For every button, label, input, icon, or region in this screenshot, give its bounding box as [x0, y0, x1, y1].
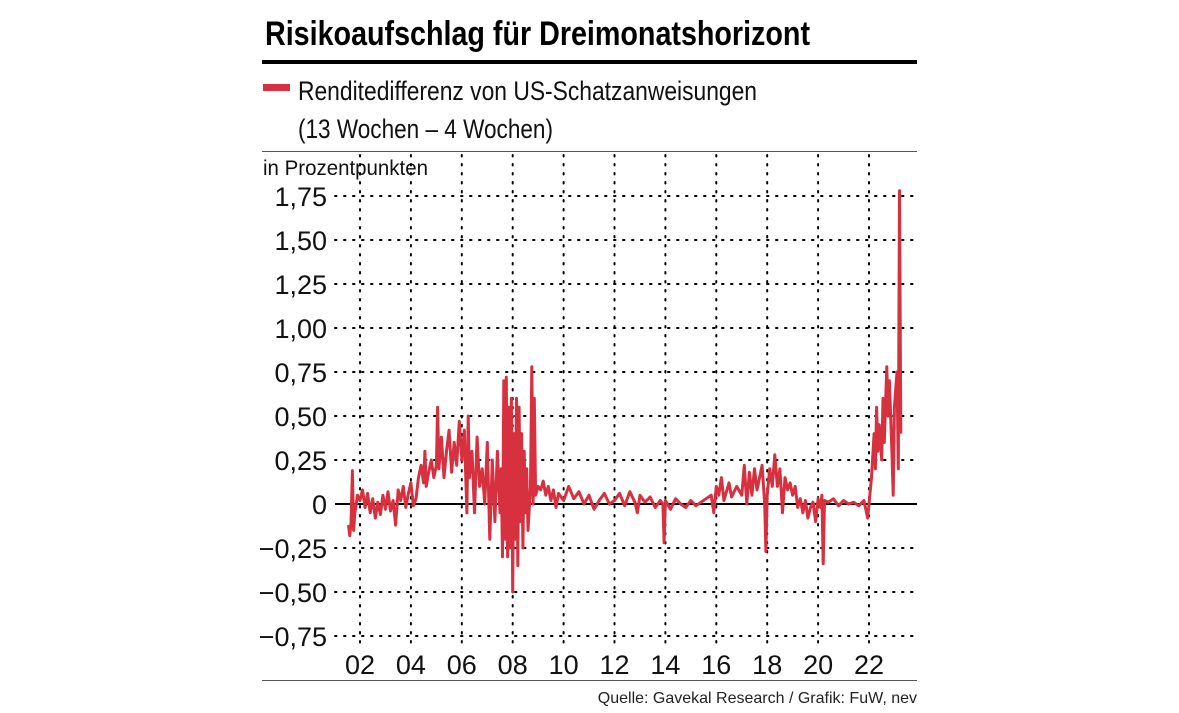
legend-swatch	[263, 84, 290, 91]
legend: Renditedifferenz von US-Schatzanweisunge…	[263, 76, 757, 144]
x-tick-label: 08	[498, 650, 528, 680]
y-tick-label: 0,25	[274, 446, 327, 476]
legend-label-line1: Renditedifferenz von US-Schatzanweisunge…	[298, 76, 757, 106]
y-tick-labels: 1,75 1,50 1,25 1,00 0,75 0,50 0,25 0 −0,25 −0,50 −…	[259, 182, 327, 652]
x-tick-label: 06	[447, 650, 477, 680]
x-tick-labels: 02 04 06 08 10 12 14 16 18 20 22	[345, 650, 884, 680]
title-rule	[262, 60, 917, 64]
x-tick-label: 02	[345, 650, 375, 680]
legend-label-line2: (13 Wochen – 4 Wochen)	[298, 114, 553, 144]
y-tick-label: 0	[312, 490, 327, 520]
y-axis-label: in Prozentpunkten	[263, 157, 428, 180]
x-tick-label: 14	[650, 650, 680, 680]
x-tick-label: 20	[803, 650, 833, 680]
header-rule	[262, 151, 917, 152]
grid	[334, 154, 918, 651]
y-tick-label: 0,50	[274, 402, 327, 432]
series-line	[347, 189, 903, 594]
x-tick-label: 18	[752, 650, 782, 680]
y-tick-label: 1,00	[274, 314, 327, 344]
source-note: Quelle: Gavekal Research / Grafik: FuW, …	[598, 690, 917, 707]
y-tick-label: 1,25	[274, 270, 327, 300]
y-tick-label: 1,50	[274, 226, 327, 256]
y-tick-label: −0,50	[259, 578, 327, 608]
footer-rule	[262, 680, 917, 681]
x-tick-label: 10	[549, 650, 579, 680]
x-tick-label: 12	[599, 650, 629, 680]
y-tick-label: −0,75	[259, 622, 327, 652]
y-tick-label: 0,75	[274, 358, 327, 388]
y-tick-label: −0,25	[259, 534, 327, 564]
x-tick-label: 22	[854, 650, 884, 680]
y-tick-label: 1,75	[274, 182, 327, 212]
x-tick-label: 04	[396, 650, 426, 680]
chart-title: Risikoaufschlag für Dreimonatshorizont	[265, 15, 810, 53]
x-tick-label: 16	[701, 650, 731, 680]
